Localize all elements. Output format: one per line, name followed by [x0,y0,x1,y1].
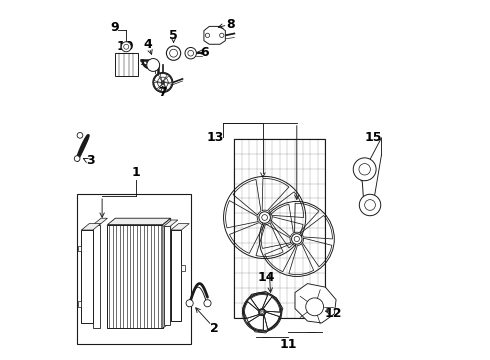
Polygon shape [93,218,107,225]
Circle shape [77,132,83,138]
Bar [77,194,192,344]
Circle shape [353,158,376,181]
Polygon shape [164,220,178,226]
Text: 11: 11 [280,338,297,351]
Polygon shape [171,224,189,230]
Circle shape [153,72,173,93]
Circle shape [147,59,160,71]
Bar [78,246,81,251]
Text: 14: 14 [258,271,275,284]
Bar [107,225,163,328]
Polygon shape [81,224,100,230]
Circle shape [359,194,381,216]
Text: 8: 8 [226,18,235,31]
Text: 4: 4 [144,38,152,51]
Bar [234,139,325,318]
Polygon shape [204,26,225,44]
Bar [164,226,170,325]
Circle shape [186,300,193,307]
Circle shape [259,310,265,315]
Polygon shape [163,218,171,328]
Bar [93,225,99,328]
Circle shape [121,42,131,52]
Bar [78,301,81,307]
Bar [81,230,93,323]
Text: 9: 9 [110,21,119,34]
Polygon shape [107,218,171,225]
Circle shape [204,300,211,307]
Circle shape [260,310,265,315]
Polygon shape [295,284,336,323]
Bar [171,230,181,321]
Text: 5: 5 [169,29,178,42]
Circle shape [292,234,302,244]
Text: 10: 10 [116,40,134,53]
Bar [115,53,138,76]
Circle shape [74,156,80,161]
Circle shape [162,81,164,84]
Text: 13: 13 [207,131,224,144]
Circle shape [259,212,270,223]
Text: 15: 15 [364,131,382,144]
Text: 3: 3 [86,154,95,167]
Text: 2: 2 [210,322,219,335]
Text: 6: 6 [201,46,209,59]
Bar [181,265,185,271]
Polygon shape [243,292,283,333]
Text: 7: 7 [158,86,167,99]
Circle shape [185,48,196,59]
Circle shape [167,46,181,60]
Text: 1: 1 [132,166,141,179]
Text: 12: 12 [325,307,343,320]
